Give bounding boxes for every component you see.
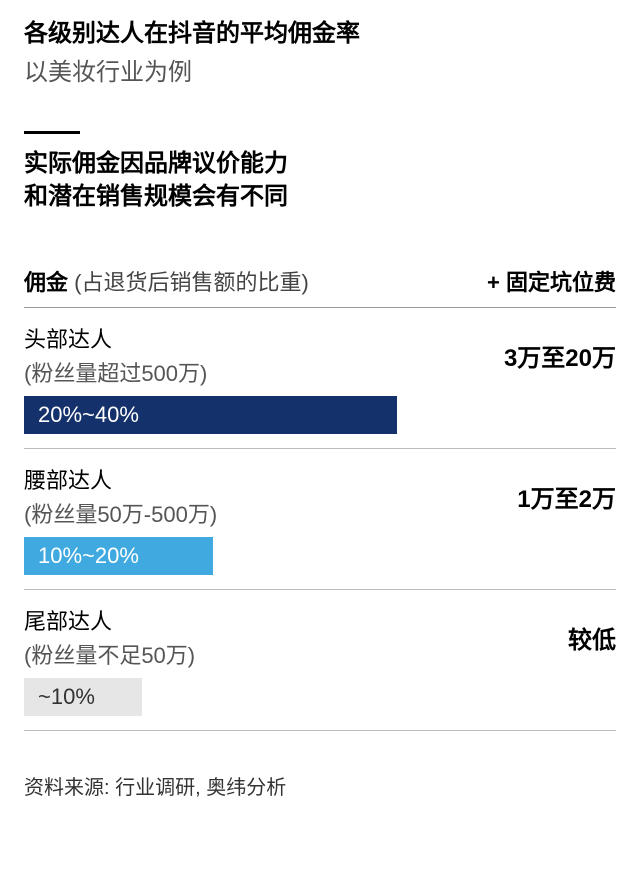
- note-line-1: 实际佣金因品牌议价能力: [24, 148, 616, 180]
- tier-row: 尾部达人 (粉丝量不足50万) 较低 ~10%: [24, 590, 616, 716]
- tier-name: 头部达人: [24, 322, 207, 354]
- row-divider: [24, 730, 616, 731]
- chart-subtitle: 以美妆行业为例: [24, 52, 616, 87]
- commission-header-label: 佣金: [24, 270, 68, 295]
- note-line-2: 和潜在销售规模会有不同: [24, 181, 616, 213]
- tier-bar: 10%~20%: [24, 537, 213, 575]
- tier-bar: 20%~40%: [24, 396, 397, 434]
- column-header-row: 佣金 (占退货后销售额的比重) + 固定坑位费: [24, 265, 616, 297]
- short-divider: [24, 131, 80, 134]
- chart-title: 各级别达人在抖音的平均佣金率: [24, 18, 616, 50]
- fee-header: + 固定坑位费: [487, 265, 616, 297]
- tier-desc: (粉丝量不足50万): [24, 638, 195, 670]
- tier-row: 头部达人 (粉丝量超过500万) 3万至20万 20%~40%: [24, 308, 616, 434]
- tier-fee: 3万至20万: [504, 338, 616, 373]
- tier-fee: 较低: [568, 620, 616, 655]
- tier-name: 腰部达人: [24, 463, 217, 495]
- commission-header: 佣金 (占退货后销售额的比重): [24, 265, 309, 297]
- source-text: 资料来源: 行业调研, 奥纬分析: [24, 771, 616, 800]
- commission-header-paren: (占退货后销售额的比重): [68, 270, 309, 295]
- tier-desc: (粉丝量50万-500万): [24, 497, 217, 529]
- tier-name: 尾部达人: [24, 604, 195, 636]
- tier-fee: 1万至2万: [517, 479, 616, 514]
- tier-row: 腰部达人 (粉丝量50万-500万) 1万至2万 10%~20%: [24, 449, 616, 575]
- tier-desc: (粉丝量超过500万): [24, 356, 207, 388]
- tier-bar: ~10%: [24, 678, 142, 716]
